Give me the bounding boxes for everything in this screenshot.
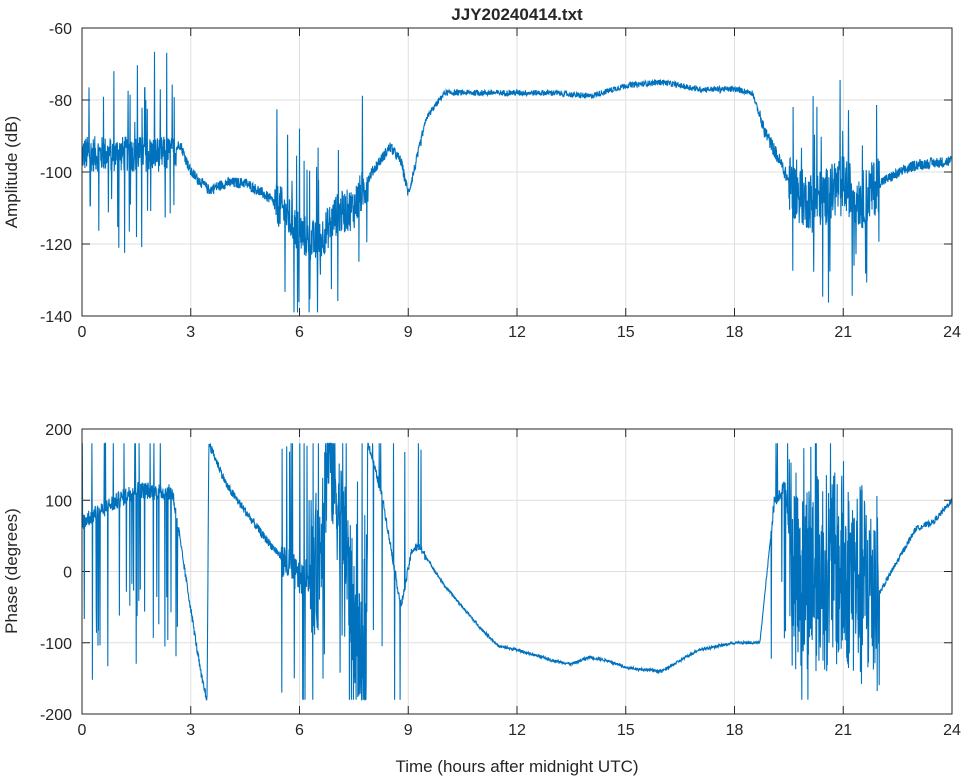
y-tick-label: 200	[45, 422, 72, 439]
x-tick-label: 0	[78, 324, 87, 341]
x-tick-label: 18	[726, 324, 744, 341]
x-tick-label: 3	[186, 324, 195, 341]
x-tick-label: 18	[726, 722, 744, 739]
amplitude-y-label: Amplitude (dB)	[2, 116, 21, 228]
y-tick-label: -60	[49, 21, 72, 38]
x-tick-label: 21	[834, 722, 852, 739]
y-tick-label: -100	[40, 165, 72, 182]
axes-box	[81, 428, 953, 715]
x-tick-label: 21	[834, 324, 852, 341]
x-tick-label: 6	[295, 324, 304, 341]
amplitude-line	[81, 51, 953, 313]
x-tick-label: 15	[617, 324, 635, 341]
chart-title: JJY20240414.txt	[451, 5, 583, 24]
y-tick-label: -100	[40, 636, 72, 653]
x-tick-label: 24	[943, 324, 961, 341]
y-tick-label: 0	[63, 565, 72, 582]
x-tick-label: 15	[617, 722, 635, 739]
phase-y-label: Phase (degrees)	[2, 508, 21, 634]
x-tick-label: 24	[943, 722, 961, 739]
axes-box	[81, 27, 953, 317]
amplitude-axes: 0 3 6 9 12 15 18 21 24 -60 -80 -100 -120 -140	[40, 21, 961, 341]
x-axis-label: Time (hours after midnight UTC)	[395, 757, 638, 776]
x-tick-label: 9	[404, 722, 413, 739]
y-tick-label: 100	[45, 493, 72, 510]
x-tick-label: 0	[78, 722, 87, 739]
x-tick-label: 3	[186, 722, 195, 739]
y-tick-label: -140	[40, 309, 72, 326]
x-tick-label: 6	[295, 722, 304, 739]
x-tick-label: 12	[508, 722, 526, 739]
phase-line	[81, 442, 953, 701]
y-tick-label: -200	[40, 707, 72, 724]
phase-axes: 0 3 6 9 12 15 18 21 24 200 100 0 -100 -200	[40, 422, 961, 739]
y-tick-label: -120	[40, 237, 72, 254]
x-tick-label: 12	[508, 324, 526, 341]
x-tick-label: 9	[404, 324, 413, 341]
y-tick-label: -80	[49, 93, 72, 110]
